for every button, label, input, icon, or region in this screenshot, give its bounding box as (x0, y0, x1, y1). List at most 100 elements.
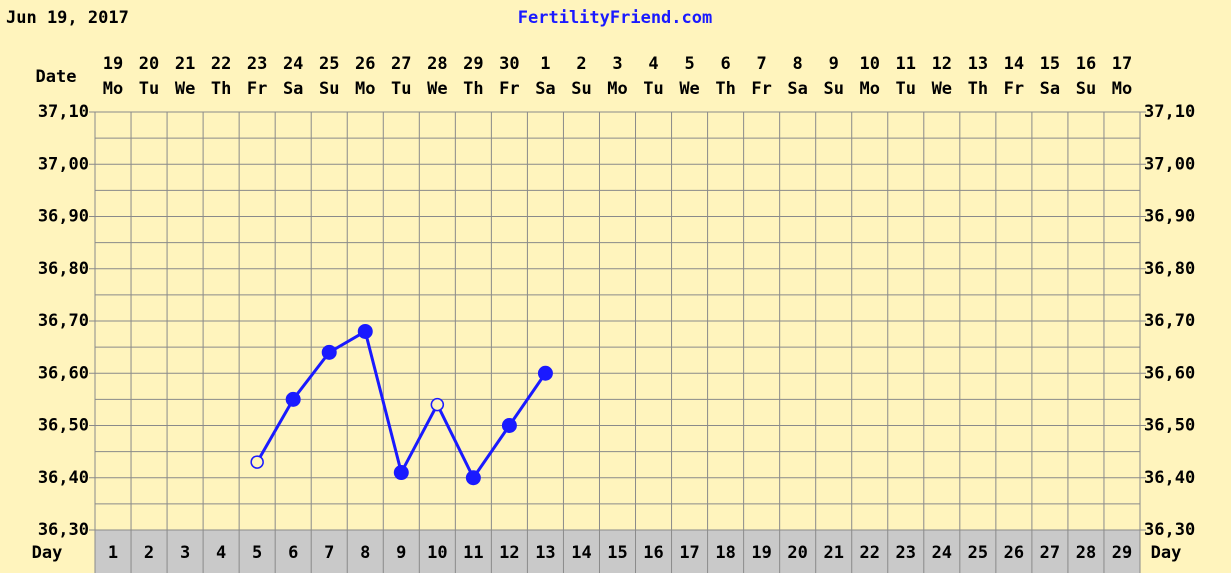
y-tick-label: 36,90 (1144, 207, 1195, 227)
point (393, 465, 409, 481)
weekday-label: Th (463, 79, 483, 99)
weekday-label: Tu (391, 79, 411, 99)
date-label: 10 (859, 54, 879, 74)
weekday-label: Fr (751, 79, 771, 99)
y-tick-label: 37,10 (1144, 102, 1195, 122)
y-tick-label: 36,70 (1144, 311, 1195, 331)
date-label: 15 (1040, 54, 1060, 74)
weekday-label: We (679, 79, 699, 99)
x-tick-label: 14 (571, 543, 591, 563)
weekday-label: Su (823, 79, 843, 99)
weekday-label: Sa (1040, 79, 1060, 99)
open-point (430, 397, 445, 412)
date-label: 17 (1112, 54, 1132, 74)
date-label: 7 (757, 54, 767, 74)
y-tick-label: 36,80 (38, 259, 89, 279)
weekday-label: Tu (643, 79, 663, 99)
point (321, 344, 337, 360)
date-label: 19 (103, 54, 123, 74)
x-tick-label: 22 (859, 543, 879, 563)
date-label: 3 (612, 54, 622, 74)
y-tick-label: 36,50 (1144, 416, 1195, 436)
weekday-label: Fr (1004, 79, 1024, 99)
x-tick-label: 16 (643, 543, 663, 563)
weekday-label: Tu (896, 79, 916, 99)
x-tick-label: 7 (324, 543, 334, 563)
weekday-label: Mo (1112, 79, 1132, 99)
date-label: 13 (968, 54, 988, 74)
weekday-label: We (175, 79, 195, 99)
date-label: 20 (139, 54, 159, 74)
x-tick-label: 29 (1112, 543, 1132, 563)
day-row (95, 530, 1140, 573)
y-tick-label: 36,50 (38, 416, 89, 436)
weekday-label: Su (1076, 79, 1096, 99)
date-label: 12 (932, 54, 952, 74)
date-label: 4 (648, 54, 658, 74)
x-tick-label: 2 (144, 543, 154, 563)
x-tick-label: 8 (360, 543, 370, 563)
y-tick-label: 36,40 (1144, 468, 1195, 488)
weekday-label: Fr (499, 79, 519, 99)
date-label: 24 (283, 54, 303, 74)
date-label: 1 (540, 54, 550, 74)
date-label: 27 (391, 54, 411, 74)
weekday-label: Th (968, 79, 988, 99)
weekday-label: Sa (787, 79, 807, 99)
date-label: 21 (175, 54, 195, 74)
x-tick-label: 26 (1004, 543, 1024, 563)
day-label: Day (1151, 543, 1182, 563)
weekday-label: Su (319, 79, 339, 99)
weekday-label: Mo (355, 79, 375, 99)
weekday-label: Mo (103, 79, 123, 99)
x-tick-label: 3 (180, 543, 190, 563)
y-tick-label: 36,60 (38, 363, 89, 383)
date-label: 9 (829, 54, 839, 74)
y-tick-label: 36,90 (38, 207, 89, 227)
point (285, 391, 301, 407)
y-tick-label: 36,30 (38, 520, 89, 540)
site-name: FertilityFriend.com (518, 8, 712, 28)
x-tick-label: 10 (427, 543, 447, 563)
x-tick-label: 27 (1040, 543, 1060, 563)
date-label: 5 (684, 54, 694, 74)
weekday-label: We (427, 79, 447, 99)
date-label: 30 (499, 54, 519, 74)
date-label: 11 (896, 54, 916, 74)
point (537, 365, 553, 381)
x-tick-label: 28 (1076, 543, 1096, 563)
date-label: 23 (247, 54, 267, 74)
x-tick-label: 25 (968, 543, 988, 563)
y-tick-label: 36,70 (38, 311, 89, 331)
x-tick-label: 19 (751, 543, 771, 563)
x-tick-label: 23 (896, 543, 916, 563)
y-tick-label: 36,30 (1144, 520, 1195, 540)
date-label: 26 (355, 54, 375, 74)
date-label: 25 (319, 54, 339, 74)
day-label: Day (32, 543, 63, 563)
date-label: 16 (1076, 54, 1096, 74)
x-tick-label: 6 (288, 543, 298, 563)
x-tick-label: 17 (679, 543, 699, 563)
x-tick-label: 9 (396, 543, 406, 563)
weekday-label: Mo (859, 79, 879, 99)
x-tick-label: 4 (216, 543, 226, 563)
x-tick-label: 13 (535, 543, 555, 563)
weekday-label: Mo (607, 79, 627, 99)
weekday-label: Th (211, 79, 231, 99)
y-tick-label: 36,60 (1144, 363, 1195, 383)
weekday-label: We (932, 79, 952, 99)
date-label: 29 (463, 54, 483, 74)
date-label: 6 (720, 54, 730, 74)
x-tick-label: 20 (787, 543, 807, 563)
open-point (250, 455, 264, 469)
y-tick-label: 36,80 (1144, 259, 1195, 279)
point (357, 323, 373, 339)
weekday-label: Su (571, 79, 591, 99)
x-tick-label: 11 (463, 543, 483, 563)
x-tick-label: 18 (715, 543, 735, 563)
x-tick-label: 21 (823, 543, 843, 563)
y-tick-label: 37,00 (38, 154, 89, 174)
x-tick-label: 15 (607, 543, 627, 563)
